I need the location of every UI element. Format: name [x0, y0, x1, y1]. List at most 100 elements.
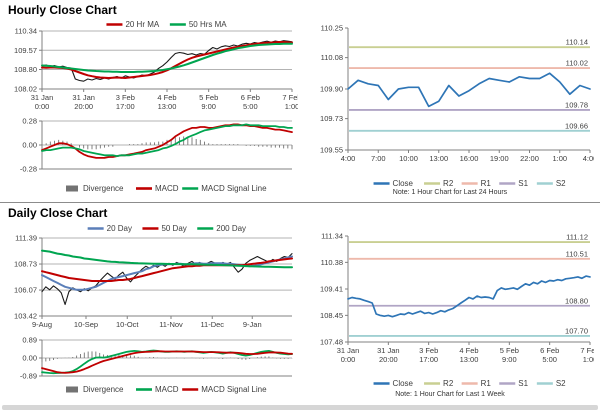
svg-text:31 Jan: 31 Jan: [337, 346, 360, 355]
svg-text:31 Jan: 31 Jan: [377, 346, 400, 355]
hourly-section-title: Hourly Close Chart: [8, 3, 117, 17]
svg-text:1:00: 1:00: [285, 102, 298, 111]
hourly-support-resistance-plot: 110.25 110.08 109.90 109.73 109.554:00 7:00 10…: [320, 24, 594, 189]
svg-text:Close: Close: [393, 179, 414, 188]
svg-text:50 Day: 50 Day: [161, 224, 186, 233]
svg-text:0.89: 0.89: [22, 336, 37, 345]
svg-text:1:00: 1:00: [552, 154, 567, 163]
svg-text:6 Feb: 6 Feb: [540, 346, 559, 355]
daily-support-resistance-chart: 111.34 110.38 109.41 108.45 107.48 31 Jan 0:00…: [306, 220, 594, 390]
svg-text:20 Day: 20 Day: [107, 224, 132, 233]
svg-text:7 Feb: 7 Feb: [580, 346, 594, 355]
svg-text:110.02: 110.02: [566, 59, 588, 68]
svg-text:9-Jan: 9-Jan: [243, 320, 262, 329]
svg-text:109.66: 109.66: [565, 121, 588, 130]
svg-text:0.00: 0.00: [22, 354, 37, 363]
svg-text:10:00: 10:00: [399, 154, 418, 163]
svg-text:19:00: 19:00: [490, 154, 509, 163]
svg-text:4:00: 4:00: [341, 154, 356, 163]
svg-text:50 Hrs MA: 50 Hrs MA: [189, 20, 227, 29]
svg-text:0:00: 0:00: [341, 355, 356, 364]
svg-text:17:00: 17:00: [419, 355, 438, 364]
svg-text:-0.28: -0.28: [20, 165, 37, 174]
daily-price-chart: 111.39 108.73 106.07 103.42 9-Aug 10-Sep 10-Oc…: [6, 222, 298, 334]
section-divider: [0, 202, 600, 203]
svg-text:MACD: MACD: [155, 385, 179, 394]
svg-text:5:00: 5:00: [542, 355, 557, 364]
daily-macd-chart: 0.89 0.00 -0.89 Divergence MACD MACD Signal L…: [6, 334, 298, 396]
svg-text:109.78: 109.78: [565, 100, 588, 109]
svg-text:110.38: 110.38: [321, 258, 343, 267]
svg-text:13:00: 13:00: [429, 154, 448, 163]
svg-text:9-Aug: 9-Aug: [32, 320, 52, 329]
svg-text:4 Feb: 4 Feb: [459, 346, 478, 355]
svg-text:13:00: 13:00: [460, 355, 479, 364]
hourly-support-resistance-chart: 110.25 110.08 109.90 109.73 109.55 4:00 7:00 10…: [306, 18, 594, 190]
svg-text:5 Feb: 5 Feb: [199, 93, 218, 102]
svg-text:108.45: 108.45: [320, 311, 343, 320]
svg-text:200 Day: 200 Day: [216, 224, 246, 233]
svg-text:S2: S2: [556, 179, 566, 188]
svg-text:109.73: 109.73: [320, 114, 343, 123]
svg-text:31 Jan: 31 Jan: [72, 93, 95, 102]
svg-text:111.34: 111.34: [321, 232, 343, 241]
hourly-price-chart: 110.34 109.57 108.80 108.02 31 Jan 0:00 31 Jan…: [6, 18, 298, 115]
svg-text:1:00: 1:00: [583, 355, 594, 364]
svg-text:R1: R1: [481, 179, 492, 188]
daily-price-plot: 111.39 108.73 106.07 103.429-Aug 10-Sep 10-Oc…: [14, 224, 293, 329]
svg-text:7:00: 7:00: [371, 154, 386, 163]
svg-text:109.55: 109.55: [320, 146, 343, 155]
svg-text:20 Hr MA: 20 Hr MA: [125, 20, 159, 29]
svg-text:108.73: 108.73: [14, 260, 37, 269]
bottom-bar: [2, 405, 598, 410]
svg-text:22:00: 22:00: [520, 154, 539, 163]
svg-text:3 Feb: 3 Feb: [116, 93, 135, 102]
svg-text:10-Oct: 10-Oct: [116, 320, 139, 329]
svg-text:110.51: 110.51: [566, 249, 588, 258]
svg-text:110.25: 110.25: [321, 24, 343, 33]
svg-text:31 Jan: 31 Jan: [31, 93, 54, 102]
svg-text:108.80: 108.80: [14, 65, 37, 74]
svg-text:109.41: 109.41: [320, 285, 343, 294]
hourly-macd-chart: 0.28 0.00 -0.28 Divergence MACD MACD Signal L…: [6, 115, 298, 195]
svg-text:11-Dec: 11-Dec: [200, 320, 224, 329]
svg-text:MACD: MACD: [155, 184, 179, 193]
svg-text:106.07: 106.07: [14, 286, 37, 295]
svg-text:4 Feb: 4 Feb: [157, 93, 176, 102]
svg-text:20:00: 20:00: [74, 102, 93, 111]
svg-text:110.14: 110.14: [566, 38, 588, 47]
svg-text:110.34: 110.34: [15, 27, 37, 36]
svg-text:MACD Signal Line: MACD Signal Line: [201, 184, 267, 193]
svg-text:3 Feb: 3 Feb: [419, 346, 438, 355]
svg-text:109.57: 109.57: [14, 46, 37, 55]
svg-text:17:00: 17:00: [116, 102, 135, 111]
svg-text:108.02: 108.02: [14, 85, 37, 94]
svg-text:7 Feb: 7 Feb: [282, 93, 298, 102]
svg-text:9:00: 9:00: [201, 102, 216, 111]
svg-text:0.28: 0.28: [22, 117, 37, 126]
svg-text:103.42: 103.42: [14, 312, 37, 321]
svg-text:Divergence: Divergence: [83, 385, 124, 394]
svg-text:Close: Close: [393, 379, 414, 388]
svg-text:107.70: 107.70: [565, 326, 588, 335]
svg-text:-0.89: -0.89: [20, 372, 37, 381]
svg-text:13:00: 13:00: [158, 102, 177, 111]
svg-text:108.80: 108.80: [565, 296, 588, 305]
svg-text:0:00: 0:00: [35, 102, 50, 111]
svg-text:R2: R2: [443, 179, 454, 188]
svg-text:111.39: 111.39: [15, 234, 37, 243]
svg-text:MACD Signal Line: MACD Signal Line: [201, 385, 267, 394]
daily-section-title: Daily Close Chart: [8, 206, 108, 220]
svg-text:110.08: 110.08: [321, 53, 343, 62]
svg-text:109.90: 109.90: [320, 85, 343, 94]
svg-text:5:00: 5:00: [243, 102, 258, 111]
svg-text:16:00: 16:00: [460, 154, 479, 163]
svg-text:5 Feb: 5 Feb: [500, 346, 519, 355]
hourly-macd-plot: 0.28 0.00 -0.28 Divergence MACD MACD Signal L…: [20, 117, 293, 193]
svg-text:20:00: 20:00: [379, 355, 398, 364]
svg-text:0.00: 0.00: [22, 141, 37, 150]
svg-text:11-Nov: 11-Nov: [159, 320, 183, 329]
